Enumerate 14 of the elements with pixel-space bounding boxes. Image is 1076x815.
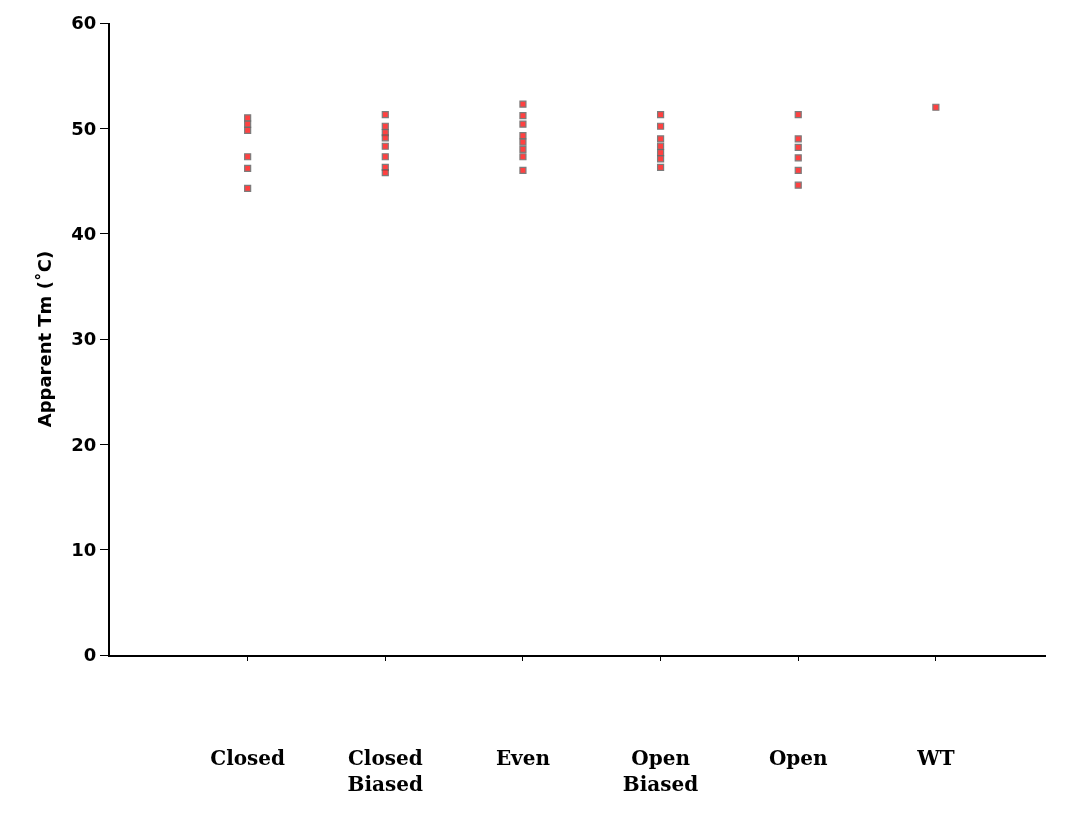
x-tick-label: Closed Biased <box>347 746 424 796</box>
y-tick-label: 40 <box>71 222 97 244</box>
y-axis-title: Apparent Tm (˚C) <box>34 250 56 428</box>
y-tick-label: 20 <box>71 433 97 455</box>
x-tick-label: Open Biased <box>622 746 699 796</box>
y-tick-label: 50 <box>71 117 97 139</box>
y-tick-label: 60 <box>71 12 97 34</box>
y-tick-label: 30 <box>71 328 97 350</box>
x-tick-label: WT <box>916 746 955 770</box>
x-tick-label: Open <box>768 746 829 770</box>
y-tick-label: 10 <box>71 538 97 560</box>
x-tick-label: Closed <box>210 746 286 770</box>
y-tick-label: 0 <box>83 644 97 666</box>
x-tick-label: Even <box>495 746 551 770</box>
